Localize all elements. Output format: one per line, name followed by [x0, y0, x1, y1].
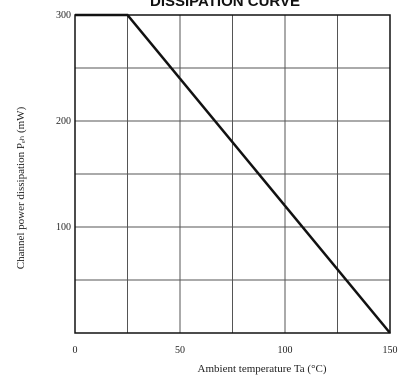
series-layer [74, 13, 391, 334]
x-tick-label: 150 [383, 345, 398, 356]
plot-frame [74, 14, 391, 334]
x-tick-label: 100 [278, 345, 293, 356]
y-tick-label: 300 [56, 10, 71, 21]
grid [75, 15, 390, 333]
axes [74, 14, 391, 334]
x-tick-labels: 0 50 100 150 [73, 345, 398, 356]
y-tick-label: 100 [56, 222, 71, 233]
x-tick-label: 50 [175, 345, 185, 356]
y-tick-labels: 100 200 300 [56, 10, 71, 233]
y-tick-label: 200 [56, 116, 71, 127]
x-axis-label: Ambient temperature Ta (°C) [198, 363, 327, 375]
chart-title: DISSIPATION CURVE [150, 0, 300, 10]
x-tick-label: 0 [73, 345, 78, 356]
y-axis-label: Channel power dissipation Pₑₕ (mW) [15, 106, 27, 269]
